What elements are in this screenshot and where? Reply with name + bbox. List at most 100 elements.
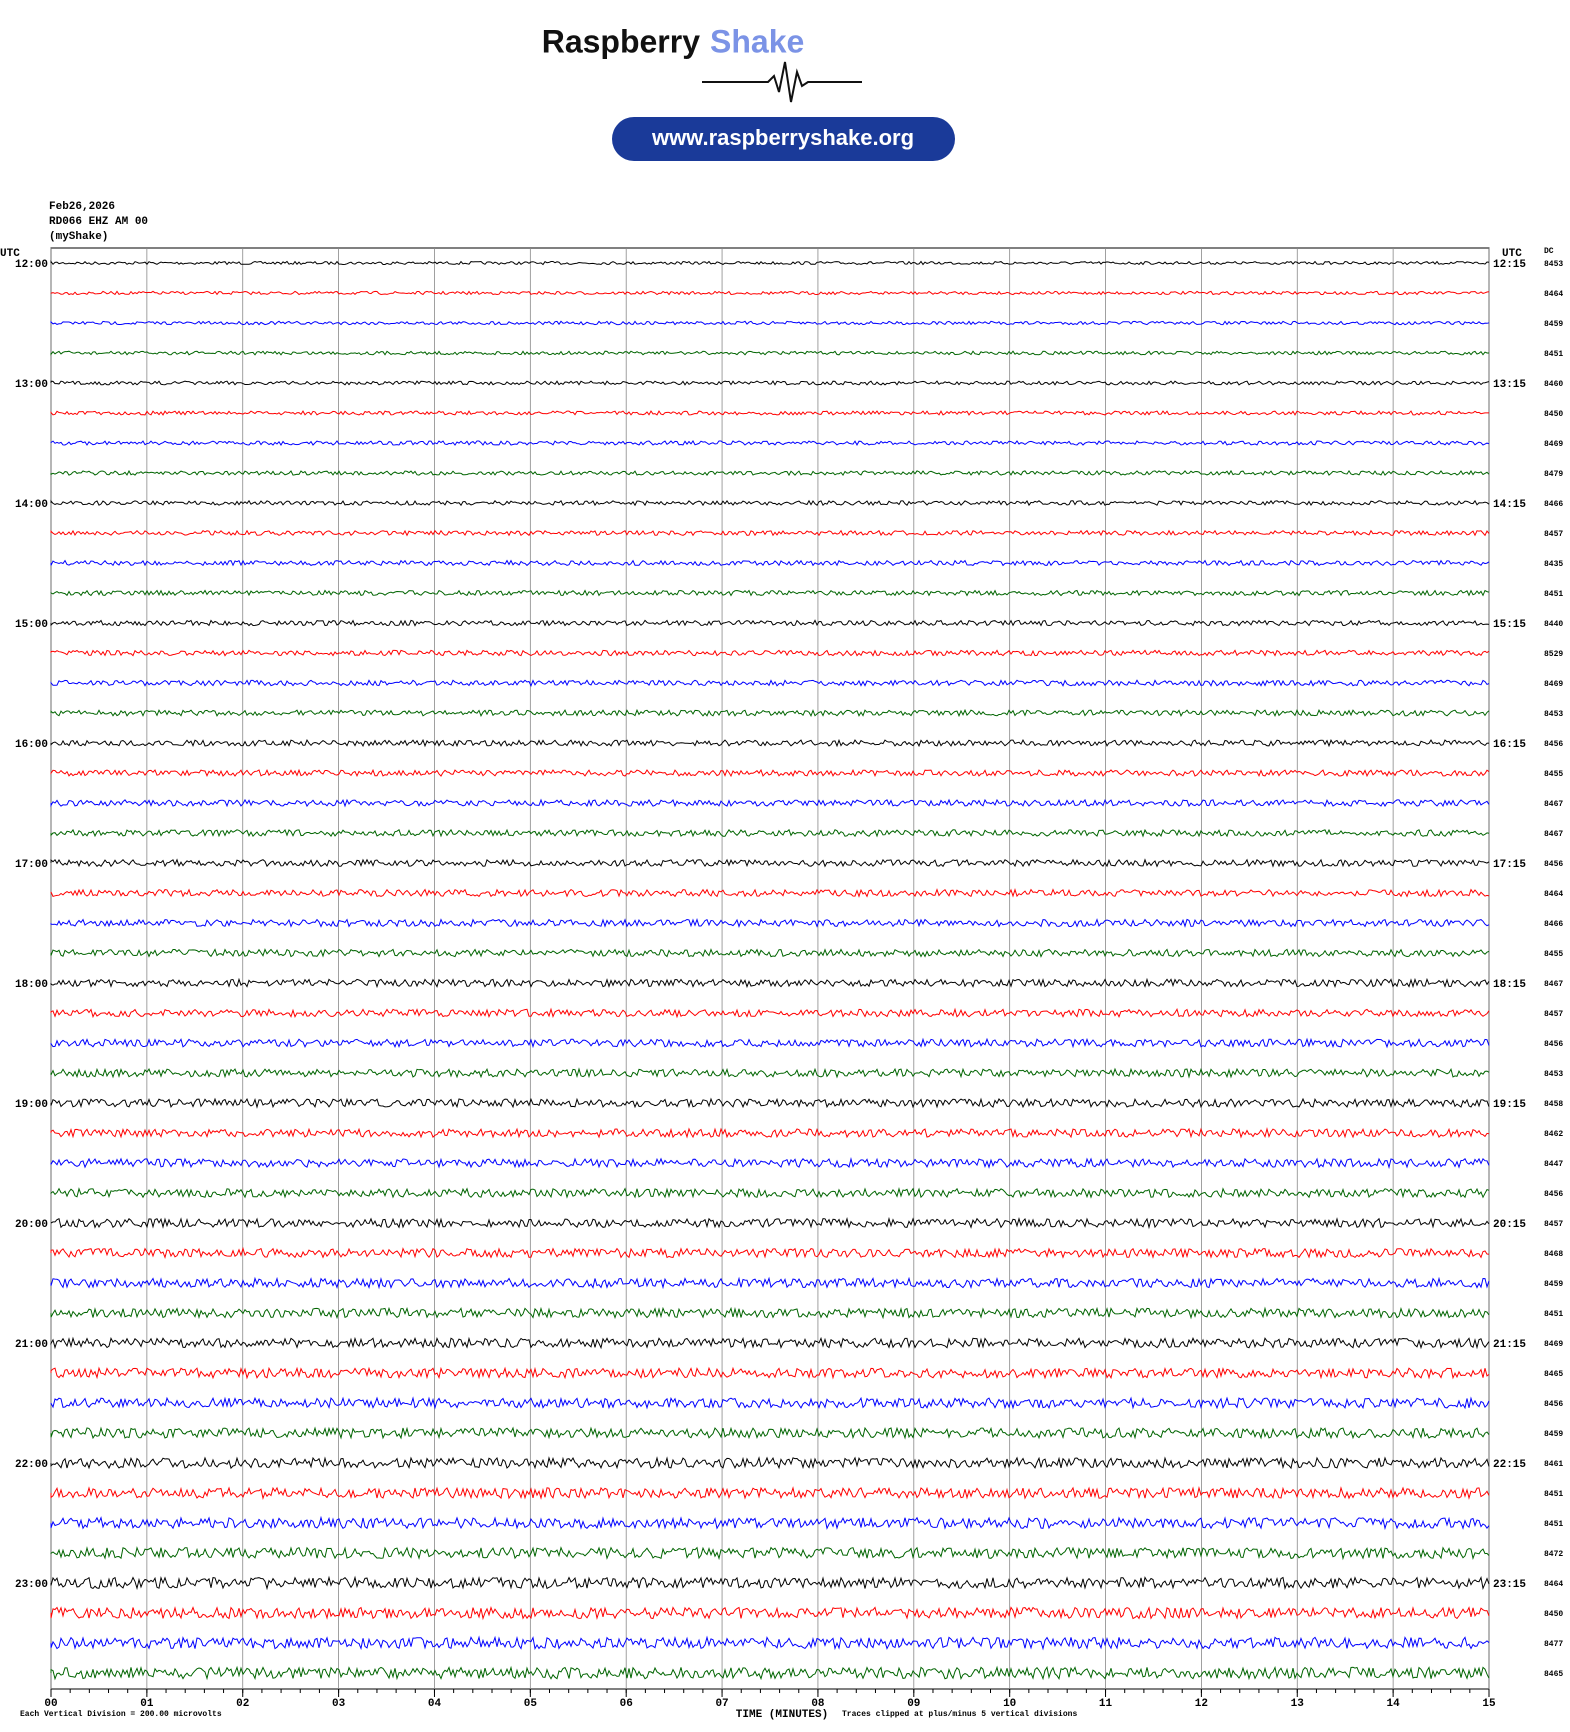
- dc-value: 8469: [1544, 680, 1563, 689]
- right-time-label: 17:15: [1493, 859, 1526, 871]
- dc-value: 8450: [1544, 1610, 1563, 1619]
- left-time-label: 13:00: [15, 379, 48, 391]
- left-time-label: 16:00: [15, 739, 48, 751]
- trace: [50, 1456, 1490, 1470]
- dc-value: 8456: [1544, 1040, 1563, 1049]
- trace: [50, 918, 1490, 928]
- trace: [50, 738, 1490, 748]
- trace: [50, 768, 1490, 778]
- dc-value: 8453: [1544, 260, 1563, 269]
- left-time-label: 18:00: [15, 979, 48, 991]
- dc-value: 8529: [1544, 650, 1563, 659]
- trace: [50, 440, 1490, 446]
- dc-value: 8457: [1544, 1220, 1563, 1229]
- trace: [50, 1306, 1490, 1320]
- right-time-label: 13:15: [1493, 379, 1526, 391]
- dc-value: 8459: [1544, 1430, 1563, 1439]
- dc-value: 8464: [1544, 290, 1563, 299]
- dc-value: 8465: [1544, 1370, 1563, 1379]
- left-axis-label: UTC: [0, 248, 20, 260]
- clip-note: Traces clipped at plus/minus 5 vertical …: [842, 1710, 1077, 1719]
- brand-name-accent: Shake: [710, 23, 804, 59]
- dc-value: 8456: [1544, 1190, 1563, 1199]
- dc-value: 8457: [1544, 530, 1563, 539]
- dc-value: 8477: [1544, 1640, 1563, 1649]
- right-time-label: 14:15: [1493, 499, 1526, 511]
- trace: [50, 1546, 1490, 1561]
- trace: [50, 410, 1489, 416]
- trace: [50, 977, 1490, 989]
- trace: [50, 1216, 1490, 1230]
- trace: [50, 1366, 1490, 1380]
- dc-value: 8456: [1544, 860, 1563, 869]
- left-time-label: 21:00: [15, 1339, 48, 1351]
- trace: [50, 828, 1490, 838]
- x-tick-label: 09: [907, 1698, 920, 1710]
- dc-value: 8467: [1544, 830, 1563, 839]
- url[interactable]: www.raspberryshake.org: [651, 125, 914, 150]
- dc-value: 8451: [1544, 1310, 1563, 1319]
- trace: [50, 320, 1490, 326]
- dc-value: 8461: [1544, 1460, 1563, 1469]
- dc-value: 8440: [1544, 620, 1563, 629]
- dc-label: DC: [1544, 247, 1554, 256]
- trace: [50, 1665, 1490, 1681]
- x-tick-label: 06: [620, 1698, 633, 1710]
- x-tick-label: 13: [1291, 1698, 1305, 1710]
- trace: [50, 1575, 1490, 1591]
- trace: [50, 948, 1490, 958]
- x-tick-label: 14: [1387, 1698, 1401, 1710]
- trace: [50, 1037, 1490, 1049]
- trace: [50, 1276, 1490, 1290]
- trace: [50, 529, 1490, 537]
- trace: [50, 589, 1490, 597]
- trace: [50, 499, 1490, 507]
- trace: [50, 679, 1490, 687]
- dc-value: 8451: [1544, 350, 1563, 359]
- right-time-label: 21:15: [1493, 1339, 1526, 1351]
- plot-frame: [50, 247, 1490, 1690]
- trace: [50, 559, 1490, 567]
- dc-value: 8468: [1544, 1250, 1563, 1259]
- trace: [50, 380, 1490, 386]
- dc-value: 8469: [1544, 440, 1563, 449]
- trace: [50, 1515, 1490, 1531]
- dc-value: 8460: [1544, 380, 1563, 389]
- dc-value: 8466: [1544, 500, 1563, 509]
- right-axis-label: UTC: [1502, 248, 1522, 260]
- right-time-label: 12:15: [1493, 259, 1526, 271]
- right-time-label: 16:15: [1493, 739, 1526, 751]
- x-tick-label: 07: [715, 1698, 728, 1710]
- x-tick-label: 04: [428, 1698, 442, 1710]
- right-time-label: 23:15: [1493, 1579, 1526, 1591]
- left-time-label: 22:00: [15, 1459, 48, 1471]
- brand-name: Raspberry: [542, 23, 701, 59]
- dc-value: 8435: [1544, 560, 1563, 569]
- url-pill[interactable]: [612, 117, 955, 161]
- left-time-label: 23:00: [15, 1579, 48, 1591]
- dc-value: 8453: [1544, 710, 1563, 719]
- date: Feb26,2026: [49, 201, 115, 213]
- trace: [50, 1187, 1490, 1199]
- x-tick-label: 03: [332, 1698, 346, 1710]
- dc-value: 8464: [1544, 1580, 1563, 1589]
- dc-value: 8469: [1544, 1340, 1563, 1349]
- left-time-label: 19:00: [15, 1099, 48, 1111]
- dc-value: 8455: [1544, 770, 1563, 779]
- dc-value: 8465: [1544, 1670, 1563, 1679]
- trace: [50, 469, 1490, 477]
- trace: [50, 619, 1490, 627]
- left-time-label: 15:00: [15, 619, 48, 631]
- trace: [50, 649, 1490, 657]
- dc-value: 8458: [1544, 1100, 1563, 1109]
- left-time-label: 20:00: [15, 1219, 48, 1231]
- x-tick-label: 10: [1003, 1698, 1016, 1710]
- x-tick-label: 15: [1482, 1698, 1496, 1710]
- trace: [50, 1007, 1490, 1019]
- right-time-label: 15:15: [1493, 619, 1526, 631]
- dc-value: 8451: [1544, 1490, 1563, 1499]
- dc-value: 8472: [1544, 1550, 1563, 1559]
- right-time-label: 20:15: [1493, 1219, 1526, 1231]
- dc-value: 8455: [1544, 950, 1563, 959]
